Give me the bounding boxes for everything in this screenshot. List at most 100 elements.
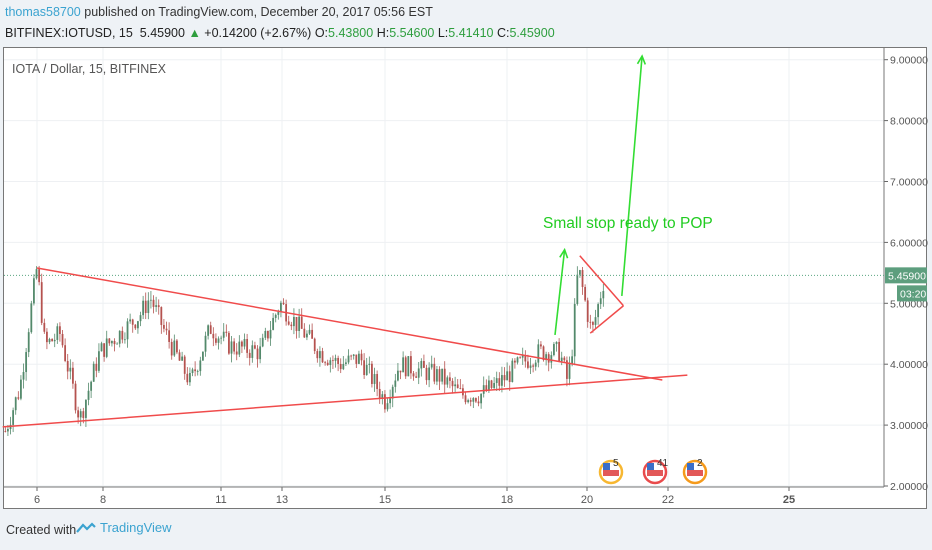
candle-body bbox=[378, 388, 381, 399]
candle-body bbox=[498, 378, 501, 386]
candle-body bbox=[394, 380, 397, 387]
small-arrow-head-icon bbox=[559, 247, 569, 259]
candle-body bbox=[417, 368, 420, 378]
author-link[interactable]: thomas58700 bbox=[5, 5, 81, 19]
candle-body bbox=[7, 429, 9, 432]
candle-body bbox=[121, 330, 124, 340]
candle-body bbox=[95, 363, 98, 371]
candle-body bbox=[467, 400, 470, 403]
publish-text: published on TradingView.com, December 2… bbox=[84, 5, 433, 19]
candle-body bbox=[584, 286, 587, 301]
candle-body bbox=[230, 341, 233, 354]
candle-body bbox=[319, 351, 321, 359]
candle-body bbox=[475, 398, 477, 402]
candle-body bbox=[155, 305, 158, 307]
candle-body bbox=[456, 384, 459, 389]
candle-body bbox=[87, 390, 90, 400]
candle-body bbox=[430, 363, 433, 368]
candle-body bbox=[152, 299, 155, 307]
trendline-triangle-lower bbox=[589, 305, 624, 334]
candle-body bbox=[516, 357, 519, 363]
candle-body bbox=[493, 383, 496, 388]
candle-body bbox=[371, 363, 373, 384]
candle-body bbox=[199, 360, 202, 372]
candle-body bbox=[597, 304, 600, 318]
candle-body bbox=[579, 270, 581, 275]
candle-body bbox=[381, 394, 384, 399]
candle-body bbox=[254, 345, 256, 349]
candle-body bbox=[170, 341, 173, 356]
candle-body bbox=[529, 365, 532, 368]
candle-body bbox=[407, 356, 410, 377]
event-count: 5 bbox=[613, 458, 619, 469]
big-arrow-head-icon bbox=[636, 54, 647, 65]
trendline-triangle-upper bbox=[579, 255, 625, 307]
candle-body bbox=[547, 354, 550, 363]
us-flag-stripes bbox=[603, 470, 619, 476]
candle-body bbox=[545, 354, 548, 361]
candle-body bbox=[27, 332, 30, 353]
candle-body bbox=[287, 321, 290, 325]
candle-body bbox=[402, 357, 405, 373]
close-value: 5.45900 bbox=[509, 26, 555, 40]
candle-body bbox=[602, 291, 605, 299]
candle-body bbox=[581, 270, 584, 287]
candle-body bbox=[14, 397, 17, 411]
candle-body bbox=[449, 377, 451, 381]
x-tick-label: 13 bbox=[276, 494, 288, 506]
candle-body bbox=[306, 333, 308, 338]
candle-body bbox=[594, 317, 597, 325]
candle-body bbox=[261, 337, 264, 347]
candle-body bbox=[436, 369, 438, 382]
candle-body bbox=[573, 303, 576, 357]
candle-body bbox=[428, 367, 431, 381]
candle-body bbox=[139, 315, 142, 322]
candle-body bbox=[51, 338, 54, 342]
candle-body bbox=[116, 343, 119, 345]
tradingview-logo-icon bbox=[76, 521, 96, 533]
y-tick-label: 7.00000 bbox=[890, 177, 928, 189]
candle-body bbox=[163, 324, 165, 329]
candle-body bbox=[290, 324, 293, 327]
candle-body bbox=[345, 362, 347, 364]
candle-body bbox=[555, 341, 558, 345]
candle-body bbox=[90, 381, 93, 391]
close-label: C: bbox=[496, 26, 510, 40]
candle-body bbox=[251, 345, 254, 358]
candle-body bbox=[464, 395, 467, 403]
candle-body bbox=[339, 363, 342, 370]
x-tick-label: 25 bbox=[783, 494, 795, 506]
candle-body bbox=[64, 345, 67, 361]
candle-body bbox=[568, 363, 571, 379]
up-arrow-icon: ▲ bbox=[188, 26, 201, 40]
candle-body bbox=[30, 303, 33, 333]
candle-body bbox=[38, 269, 41, 283]
x-tick-label: 8 bbox=[100, 494, 106, 506]
candle-body bbox=[293, 316, 295, 327]
candle-body bbox=[566, 360, 568, 379]
candle-body bbox=[389, 398, 392, 404]
candle-body bbox=[209, 325, 212, 334]
tradingview-logo[interactable]: TradingView bbox=[76, 520, 172, 535]
candle-body bbox=[92, 363, 95, 382]
candle-body bbox=[558, 341, 561, 362]
candle-body bbox=[376, 374, 379, 389]
candle-body bbox=[178, 352, 181, 361]
small-arrow bbox=[554, 249, 566, 336]
candle-body bbox=[147, 300, 150, 314]
candle-body bbox=[352, 354, 355, 356]
candle-body bbox=[220, 337, 223, 339]
candle-body bbox=[142, 300, 145, 316]
candle-body bbox=[410, 356, 412, 374]
candle-body bbox=[501, 375, 503, 386]
candle-body bbox=[397, 370, 399, 381]
tradingview-brand: TradingView bbox=[100, 520, 172, 535]
candle-body bbox=[524, 355, 527, 362]
candle-body bbox=[321, 351, 324, 363]
candle-body bbox=[61, 333, 64, 346]
candle-body bbox=[12, 410, 15, 425]
candle-body bbox=[173, 340, 176, 356]
candle-body bbox=[480, 393, 483, 404]
candle-body bbox=[243, 339, 246, 347]
